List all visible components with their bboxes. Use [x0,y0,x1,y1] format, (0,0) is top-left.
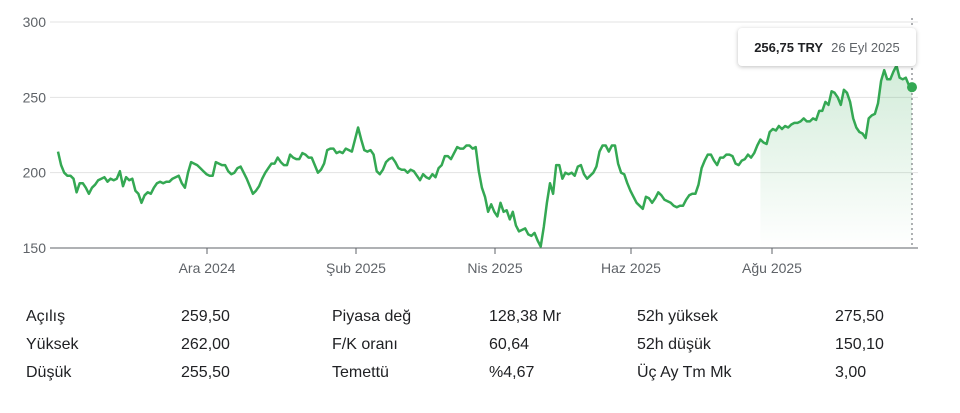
stat-value: 259,50 [181,308,230,325]
stat-label: Düşük [26,364,72,381]
stat-label: 52h düşük [637,336,711,353]
stat-label: F/K oranı [332,336,398,353]
x-tick-label: Şub 2025 [326,260,386,276]
y-tick-label: 300 [23,14,47,30]
stat-value: 262,00 [181,336,230,353]
stat-label: Piyasa değ [332,308,412,325]
y-tick-label: 250 [23,89,47,105]
x-tick-label: Nis 2025 [467,260,522,276]
stat-label: Açılış [26,308,66,325]
recent-area-fill [760,65,912,248]
stat-value: %4,67 [489,364,535,381]
stats-row: Yüksek 262,00 F/K oranı 60,64 52h düşük … [0,336,960,362]
stat-value: 275,50 [835,308,884,325]
stat-value: 3,00 [835,364,867,381]
x-tick-label: Ara 2024 [179,260,236,276]
stat-value: 255,50 [181,364,230,381]
stat-value: 60,64 [489,336,530,353]
stat-label: Üç Ay Tm Mk [637,364,732,381]
price-tooltip: 256,75 TRY 26 Eyl 2025 [738,28,916,66]
y-tick-label: 150 [23,240,47,256]
tooltip-date: 26 Eyl 2025 [831,39,900,55]
tooltip-price: 256,75 TRY [754,39,824,55]
stat-value: 128,38 Mr [489,308,562,325]
stat-label: Yüksek [26,336,79,353]
stat-label: Temettü [332,364,389,381]
price-chart[interactable]: 300 250 200 150 Ara 2024 Şub 2025 Nis 2025 Haz… [0,0,960,290]
price-line [56,64,913,248]
x-tick-label: Ağu 2025 [742,260,802,276]
stat-label: 52h yüksek [637,308,718,325]
stats-row: Açılış 259,50 Piyasa değ 128,38 Mr 52h y… [0,308,960,334]
stat-value: 150,10 [835,336,884,353]
current-price-dot[interactable] [907,82,917,93]
x-tick-label: Haz 2025 [601,260,661,276]
stats-row: Düşük 255,50 Temettü %4,67 Üç Ay Tm Mk 3… [0,364,960,390]
y-tick-label: 200 [23,165,47,181]
chart-svg: 300 250 200 150 Ara 2024 Şub 2025 Nis 2025 Haz… [23,14,918,276]
